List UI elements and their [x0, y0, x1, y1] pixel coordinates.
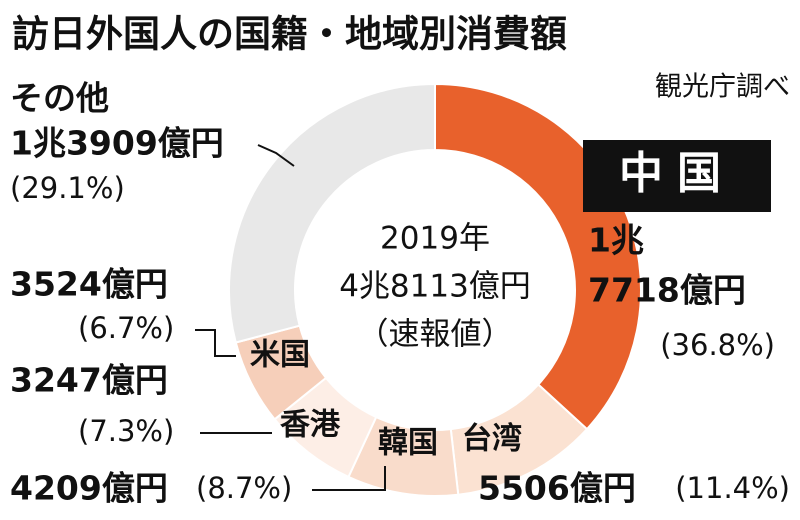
value-label: (6.7%) [78, 311, 174, 345]
leader-line [312, 466, 386, 491]
amount-label: 7718億円 [588, 271, 746, 310]
value-label: (11.4%) [675, 471, 790, 505]
category-label: 韓国 [378, 426, 438, 461]
category-label: 台湾 [462, 422, 522, 457]
amount-label: 3524億円 [10, 265, 168, 304]
value-label: (7.3%) [78, 414, 174, 448]
value-label: (8.7%) [196, 471, 292, 505]
center-year: 2019年 [380, 221, 490, 257]
source: 観光庁調べ [655, 72, 790, 103]
center-total: 4兆8113億円 [339, 269, 531, 305]
amount-label: 5506億円 [478, 469, 636, 508]
value-label: (36.8%) [660, 328, 775, 362]
leader-line [257, 144, 295, 167]
center-note: （速報値） [358, 317, 513, 353]
amount-label: 1兆3909億円 [10, 124, 224, 163]
slice [228, 82, 436, 344]
chart-title: 訪日外国人の国籍・地域別消費額 [12, 13, 567, 56]
value-label: (29.1%) [10, 171, 125, 205]
label-box [583, 140, 771, 212]
category-label: その他 [10, 79, 109, 118]
amount-label: 3247億円 [10, 361, 168, 400]
category-label: 中国 [619, 148, 735, 199]
category-label: 香港 [280, 408, 341, 443]
amount-label: 1兆 [588, 221, 644, 260]
leader-line [195, 329, 236, 357]
category-label: 米国 [250, 338, 310, 373]
amount-label: 4209億円 [10, 469, 168, 508]
